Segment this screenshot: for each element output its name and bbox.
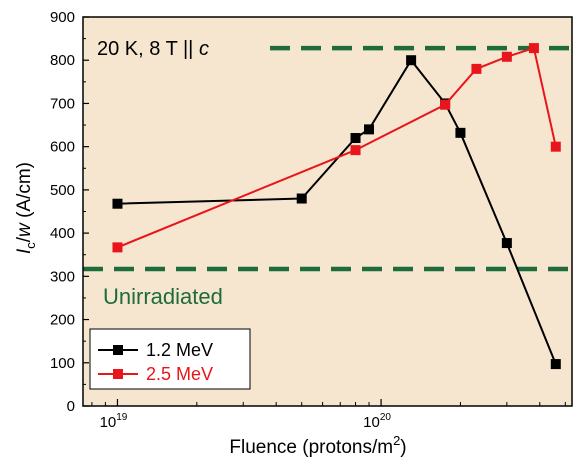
series-1-point-2	[296, 193, 307, 204]
y-tick-label-100: 100	[50, 355, 75, 372]
y-tick-label-0: 0	[67, 398, 75, 415]
y-tick-label-500: 500	[50, 182, 75, 199]
series-1-point-9	[550, 359, 561, 370]
series-2-point-4	[471, 63, 482, 74]
x-axis-title: Fluence (protons/m2)	[229, 433, 406, 458]
ticks-layer: 0 100 200 300 400 500 600 700 800 900 1019 1020	[50, 9, 566, 431]
series-2-point-2	[350, 145, 361, 156]
series-2-point-7	[550, 141, 561, 152]
y-tick-label-400: 400	[50, 225, 75, 242]
x-tick-label-1: 1020	[363, 412, 391, 431]
legend-marker-1	[113, 345, 123, 355]
annotation-unirradiated: Unirradiated	[103, 284, 223, 309]
series-2-point-3	[440, 99, 451, 110]
legend-entry-2: 2.5 MeV	[98, 364, 213, 384]
reference-lines	[83, 45, 572, 272]
y-tick-label-200: 200	[50, 312, 75, 329]
series-1-point-4	[364, 124, 375, 135]
y-tick-label-900: 900	[50, 9, 75, 26]
series-2-point-1	[112, 242, 123, 253]
legend-label-2: 2.5 MeV	[146, 364, 213, 384]
series-1-point-8	[501, 238, 512, 249]
legend-marker-2	[113, 369, 123, 379]
series-2-point-5	[501, 51, 512, 62]
series-layer	[112, 43, 561, 370]
series-2-point-6	[528, 43, 539, 54]
legend-label-1: 1.2 MeV	[146, 340, 213, 360]
series-1-point-1	[112, 198, 123, 209]
x-tick-label-0: 1019	[100, 412, 128, 431]
annotation-conditions: 20 K, 8 T || c	[97, 38, 209, 60]
y-tick-label-300: 300	[50, 268, 75, 285]
series-1-point-3	[350, 133, 361, 144]
y-tick-label-600: 600	[50, 139, 75, 156]
series-1-point-7	[455, 127, 466, 138]
y-tick-label-800: 800	[50, 52, 75, 69]
series-1-point-5	[406, 55, 417, 66]
legend: 1.2 MeV 2.5 MeV	[89, 328, 251, 390]
legend-entry-1: 1.2 MeV	[98, 340, 213, 360]
y-axis-title: Ic/w (A/cm)	[14, 162, 38, 254]
y-tick-label-700: 700	[50, 95, 75, 112]
